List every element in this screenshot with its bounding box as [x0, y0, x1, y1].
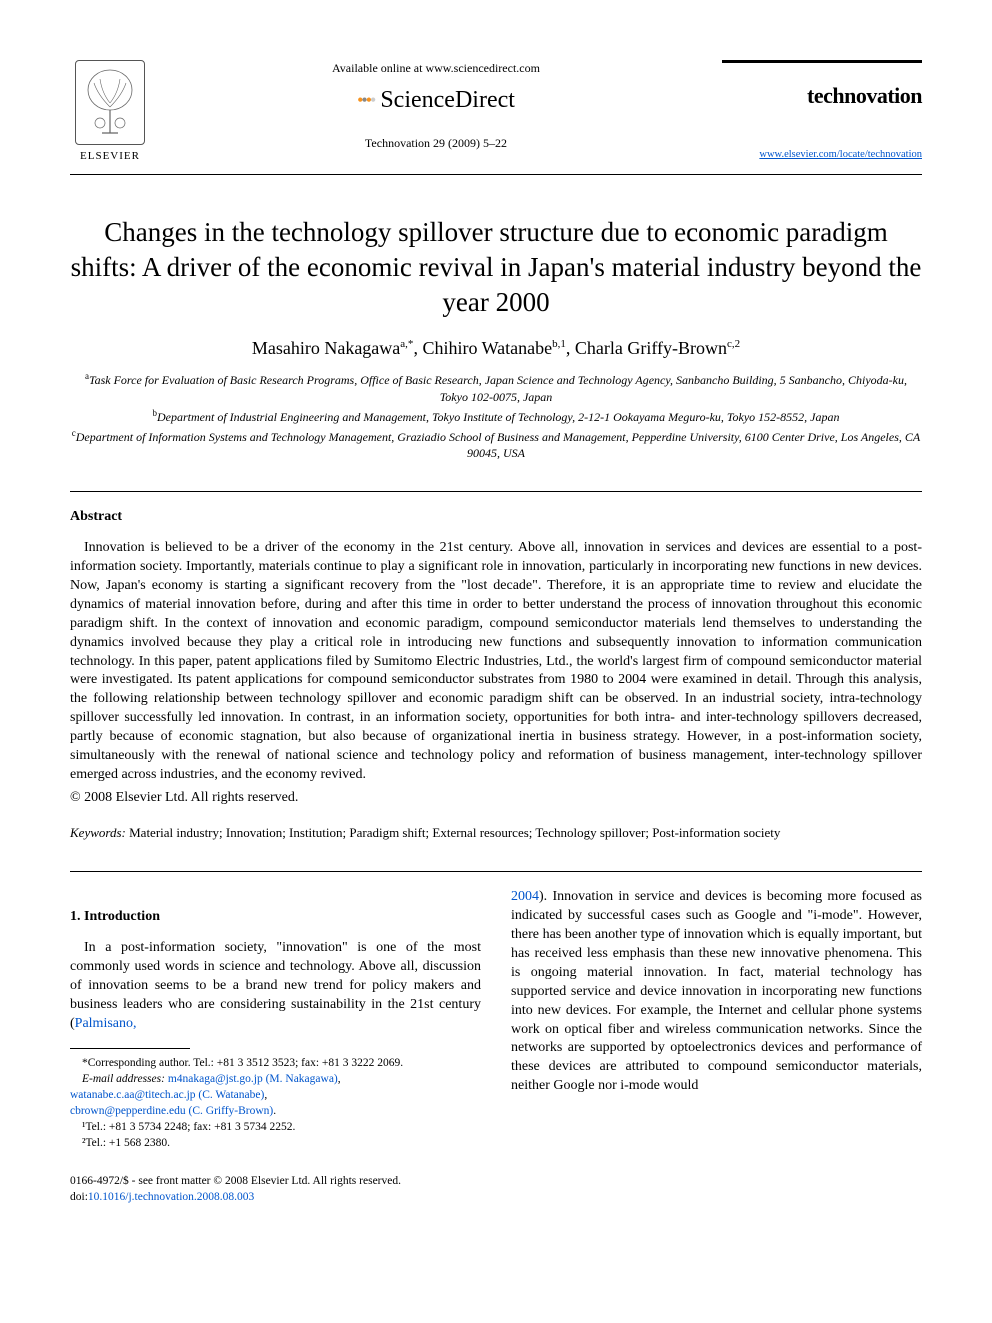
abstract-body: Innovation is believed to be a driver of… — [70, 539, 922, 807]
affiliation-c: cDepartment of Information Systems and T… — [70, 427, 922, 461]
keywords-text: Material industry; Innovation; Instituti… — [129, 825, 780, 840]
elsevier-label: ELSEVIER — [80, 149, 140, 164]
sciencedirect-logo: •••• ScienceDirect — [170, 84, 702, 116]
intro-paragraph-1-cont: 2004). Innovation in service and devices… — [511, 888, 922, 1096]
authors-line: Masahiro Nakagawaa,*, Chihiro Watanabeb,… — [70, 336, 922, 360]
available-online-text: Available online at www.sciencedirect.co… — [170, 60, 702, 76]
author-3: Charla Griffy-Brownc,2 — [575, 338, 740, 358]
sd-dots-icon: •••• — [357, 88, 374, 112]
abstract-copyright: © 2008 Elsevier Ltd. All rights reserved… — [70, 789, 922, 808]
journal-block: technovation www.elsevier.com/locate/tec… — [722, 60, 922, 163]
section-1-heading: 1. Introduction — [70, 908, 481, 927]
email-nakagawa[interactable]: m4nakaga@jst.go.jp (M. Nakagawa) — [168, 1073, 338, 1085]
bottom-meta: 0166-4972/$ - see front matter © 2008 El… — [70, 1173, 481, 1205]
abstract-heading: Abstract — [70, 508, 922, 527]
front-matter: 0166-4972/$ - see front matter © 2008 El… — [70, 1175, 401, 1187]
author-1: Masahiro Nakagawaa,* — [252, 338, 414, 358]
keywords-label: Keywords: — [70, 825, 126, 840]
header-center: Available online at www.sciencedirect.co… — [150, 60, 722, 151]
corresponding-author: *Corresponding author. Tel.: +81 3 3512 … — [70, 1055, 481, 1071]
doi-label: doi: — [70, 1191, 88, 1203]
article-title: Changes in the technology spillover stru… — [70, 215, 922, 320]
keywords-line: Keywords: Material industry; Innovation;… — [70, 824, 922, 842]
sciencedirect-text: ScienceDirect — [380, 84, 515, 116]
footnotes: *Corresponding author. Tel.: +81 3 3512 … — [70, 1055, 481, 1152]
elsevier-tree-icon — [75, 60, 145, 145]
page-header: ELSEVIER Available online at www.science… — [70, 60, 922, 164]
footnote-separator — [70, 1048, 190, 1049]
body-columns: 1. Introduction In a post-information so… — [70, 888, 922, 1205]
tel-2: ²Tel.: +1 568 2380. — [70, 1135, 481, 1151]
header-rule — [70, 174, 922, 175]
affiliation-b: bDepartment of Industrial Engineering an… — [70, 407, 922, 425]
abstract-top-rule — [70, 491, 922, 492]
email-watanabe[interactable]: watanabe.c.aa@titech.ac.jp (C. Watanabe) — [70, 1089, 264, 1101]
affiliation-a: aTask Force for Evaluation of Basic Rese… — [70, 370, 922, 404]
intro-paragraph-1: In a post-information society, "innovati… — [70, 939, 481, 1033]
author-2: Chihiro Watanabeb,1 — [422, 338, 565, 358]
abstract-bottom-rule — [70, 871, 922, 872]
journal-url-link[interactable]: www.elsevier.com/locate/technovation — [759, 149, 922, 160]
journal-name: technovation — [722, 81, 922, 111]
doi-link[interactable]: 10.1016/j.technovation.2008.08.003 — [88, 1191, 254, 1203]
abstract-text: Innovation is believed to be a driver of… — [70, 539, 922, 785]
tel-1: ¹Tel.: +81 3 5734 2248; fax: +81 3 5734 … — [70, 1119, 481, 1135]
citation-palmisano-year[interactable]: 2004 — [511, 889, 539, 904]
email-line: E-mail addresses: m4nakaga@jst.go.jp (M.… — [70, 1071, 481, 1087]
citation-text: Technovation 29 (2009) 5–22 — [170, 135, 702, 151]
email-griffy-brown[interactable]: cbrown@pepperdine.edu (C. Griffy-Brown) — [70, 1105, 273, 1117]
elsevier-logo: ELSEVIER — [70, 60, 150, 164]
citation-palmisano[interactable]: Palmisano, — [75, 1016, 137, 1031]
